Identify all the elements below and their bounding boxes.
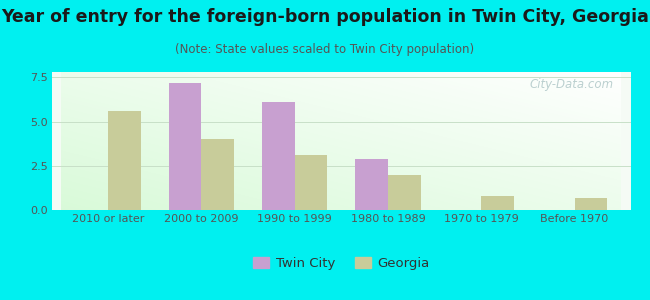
Bar bbox=[108, 111, 140, 210]
Bar bbox=[481, 196, 514, 210]
Text: (Note: State values scaled to Twin City population): (Note: State values scaled to Twin City … bbox=[176, 44, 474, 56]
Text: City-Data.com: City-Data.com bbox=[529, 77, 613, 91]
Bar bbox=[575, 198, 607, 210]
Bar bbox=[294, 155, 327, 210]
Bar bbox=[388, 175, 421, 210]
Bar bbox=[262, 102, 294, 210]
Text: Year of entry for the foreign-born population in Twin City, Georgia: Year of entry for the foreign-born popul… bbox=[1, 8, 649, 26]
Legend: Twin City, Georgia: Twin City, Georgia bbox=[248, 252, 435, 275]
Bar bbox=[202, 139, 234, 210]
Bar bbox=[168, 82, 202, 210]
Bar bbox=[356, 159, 388, 210]
